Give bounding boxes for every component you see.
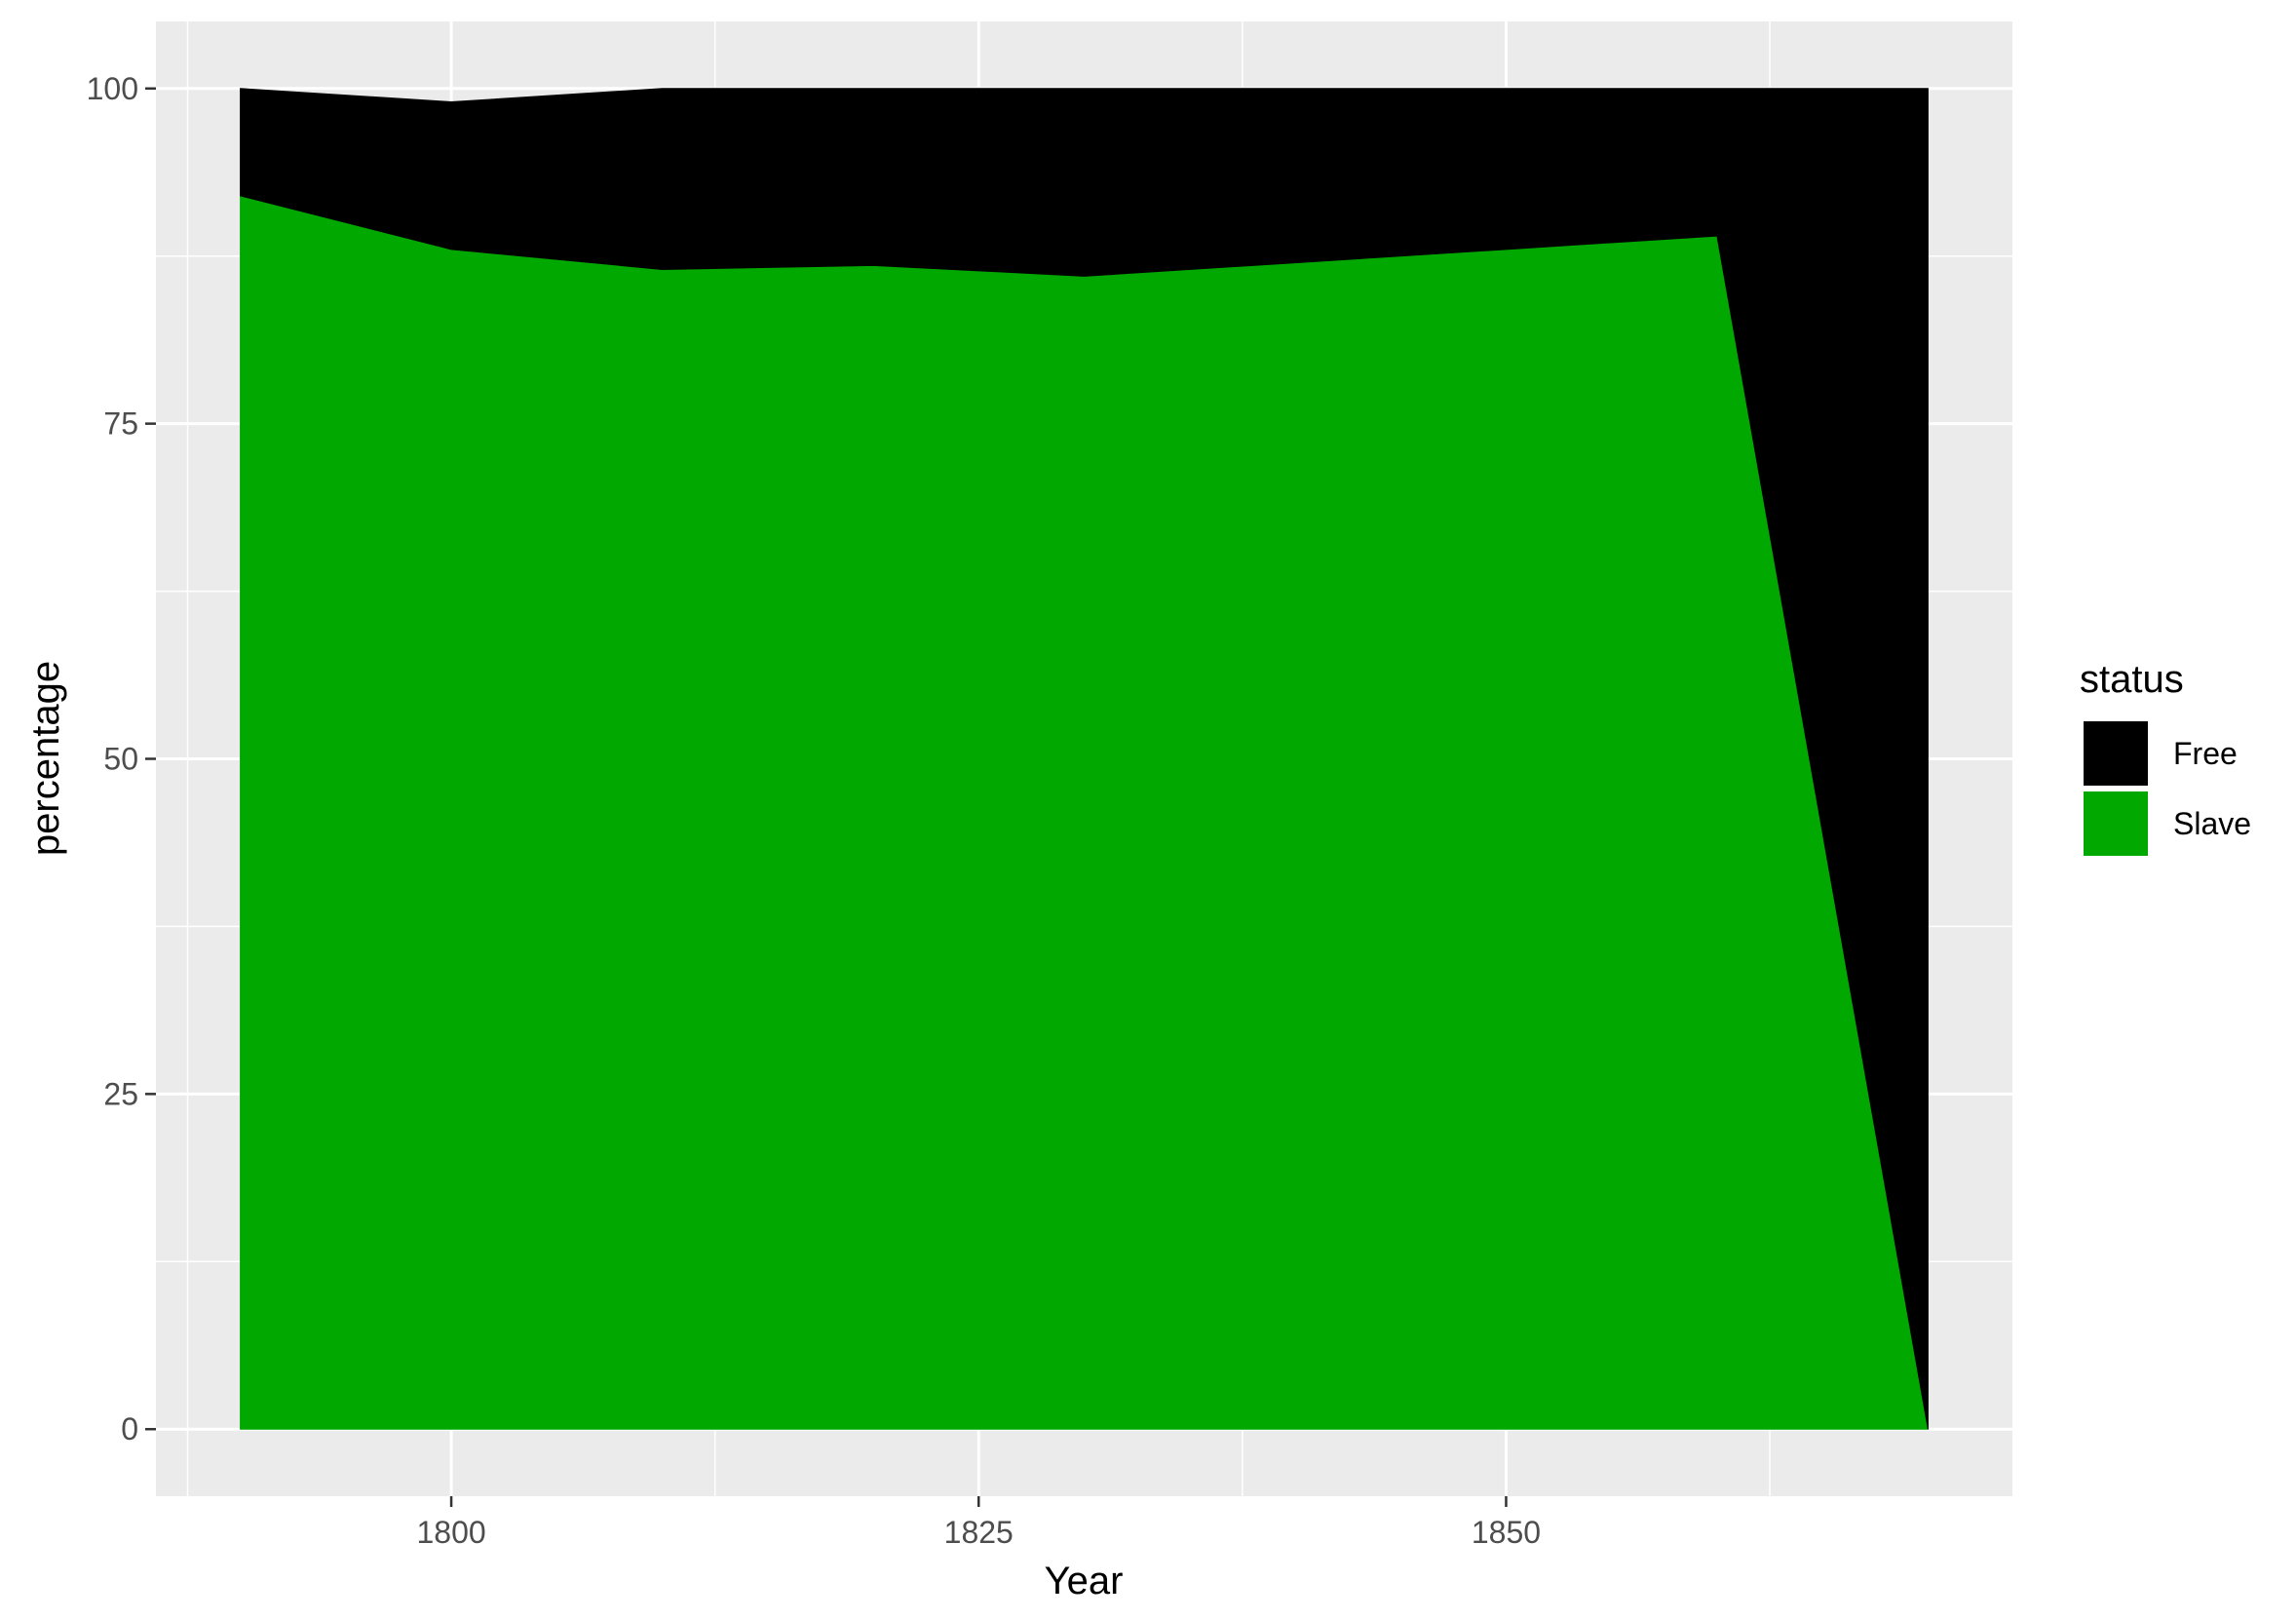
area-layers xyxy=(240,88,1930,1430)
legend-key-slave xyxy=(2084,791,2148,856)
x-tick-label: 1800 xyxy=(416,1515,485,1550)
x-axis: 1800 1825 1850 xyxy=(416,1496,1541,1550)
x-tick-label: 1850 xyxy=(1472,1515,1541,1550)
legend-label-free: Free xyxy=(2173,736,2238,771)
x-tick-label: 1825 xyxy=(944,1515,1014,1550)
y-tick-label: 75 xyxy=(103,406,138,442)
y-axis: 0 25 50 75 100 xyxy=(87,71,156,1446)
area-slave xyxy=(240,195,1930,1430)
area-free xyxy=(240,88,1929,1430)
legend: status Free Slave xyxy=(2080,658,2251,856)
y-tick-label: 50 xyxy=(103,742,138,777)
legend-title: status xyxy=(2080,658,2184,701)
y-tick-label: 25 xyxy=(103,1076,138,1111)
y-tick-label: 100 xyxy=(87,71,138,106)
y-axis-title: percentage xyxy=(24,661,67,856)
legend-key-free xyxy=(2084,721,2148,786)
legend-label-slave: Slave xyxy=(2173,806,2251,841)
x-axis-title: Year xyxy=(1045,1560,1124,1602)
y-tick-label: 0 xyxy=(121,1411,138,1446)
